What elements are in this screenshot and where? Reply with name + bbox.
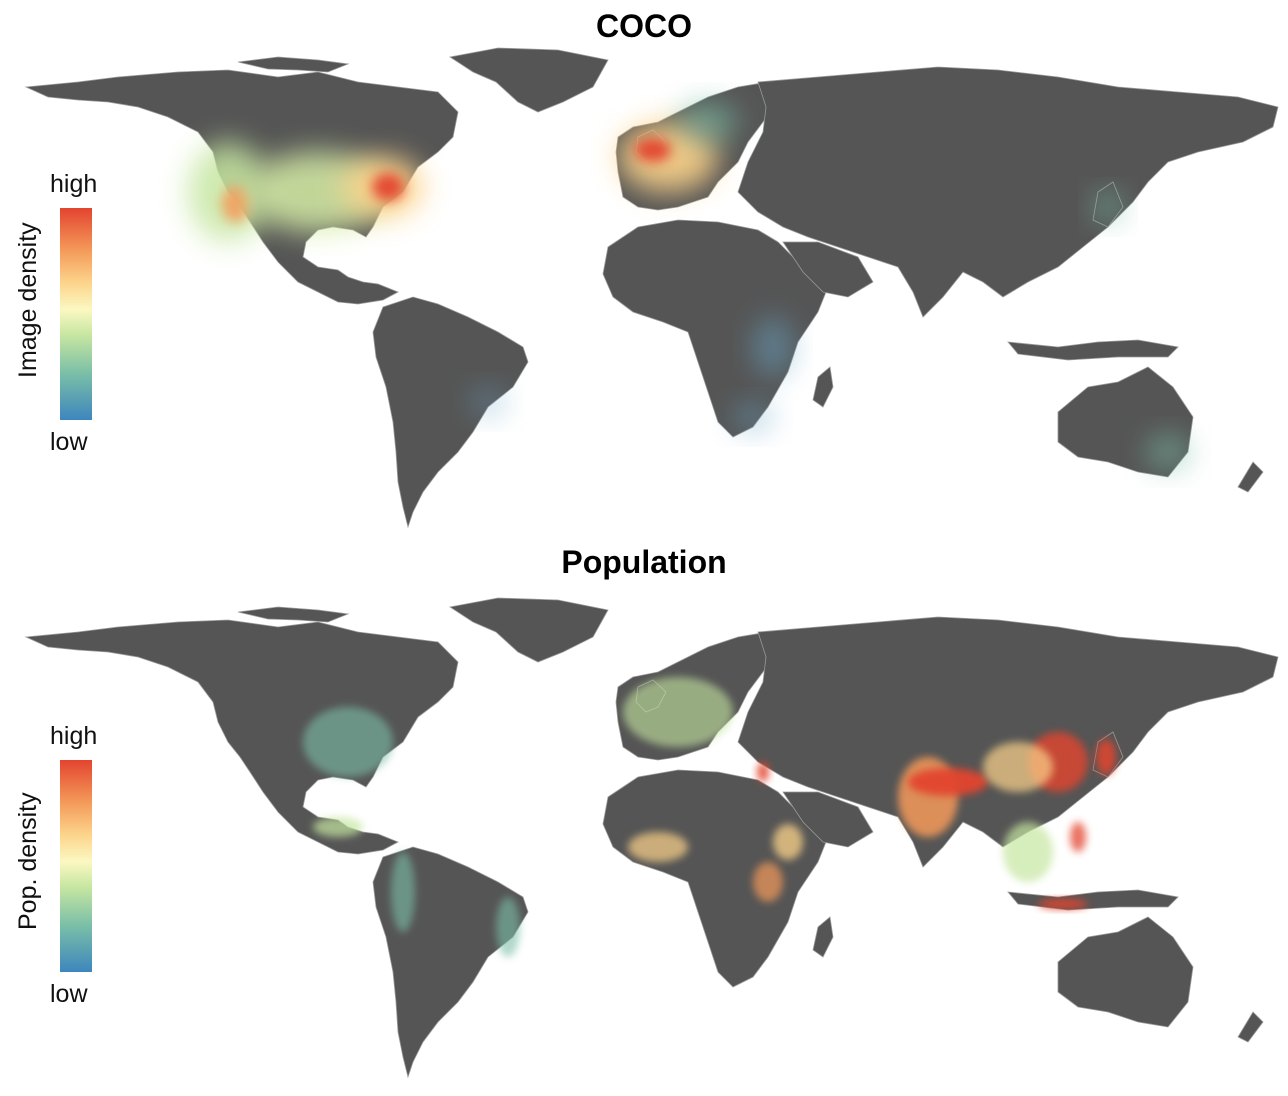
south-america-shape bbox=[372, 296, 529, 529]
hotspot-andes bbox=[391, 852, 415, 932]
hotspot-ethiopia bbox=[773, 824, 803, 860]
hotspot-southeast-asia bbox=[1003, 822, 1053, 882]
panel-title-population: Population bbox=[561, 544, 727, 580]
world-map-population bbox=[24, 597, 1279, 1079]
legend-high-label: high bbox=[50, 722, 98, 750]
hotspot-uk bbox=[635, 138, 671, 162]
hotspot-south-africa bbox=[733, 402, 773, 432]
legend-low-label: low bbox=[50, 428, 88, 456]
hotspot-eastern-us bbox=[303, 707, 393, 777]
world-map-coco bbox=[24, 47, 1279, 529]
madagascar-shape bbox=[812, 916, 834, 958]
canada-islands-shape bbox=[237, 606, 350, 623]
legend-title: Pop. density bbox=[14, 792, 42, 930]
hotspot-europe bbox=[623, 677, 733, 747]
hotspot-western-europe bbox=[618, 122, 718, 192]
hotspot-scandinavia bbox=[678, 102, 738, 142]
hotspot-nigeria bbox=[628, 832, 688, 862]
hotspot-java bbox=[1038, 899, 1088, 909]
population-density-hotspots bbox=[303, 677, 1116, 957]
arabia-shape bbox=[782, 241, 874, 298]
hotspot-east-africa bbox=[753, 317, 793, 377]
hotspot-japan bbox=[1093, 192, 1123, 222]
legend-pop-density: high Pop. density low bbox=[14, 718, 130, 1008]
indonesia-shape bbox=[1007, 889, 1179, 911]
africa-shape bbox=[602, 219, 829, 438]
hotspot-brazil-coast bbox=[496, 897, 520, 957]
hotspot-philippines bbox=[1070, 822, 1086, 852]
hotspot-japan bbox=[1096, 739, 1116, 775]
legend-low-label: low bbox=[50, 980, 88, 1008]
hotspot-china-interior bbox=[983, 742, 1053, 792]
greenland-shape bbox=[448, 597, 609, 663]
legend-title: Image density bbox=[14, 222, 42, 378]
madagascar-shape bbox=[812, 366, 834, 408]
arabia-shape bbox=[782, 791, 874, 848]
legend-color-scale bbox=[60, 208, 92, 420]
greenland-shape bbox=[448, 47, 609, 113]
new-zealand-shape bbox=[1237, 461, 1264, 493]
asia-shape bbox=[737, 616, 1279, 868]
new-zealand-shape bbox=[1237, 1011, 1264, 1043]
asia-shape bbox=[737, 66, 1279, 318]
panel-title-coco: COCO bbox=[596, 8, 692, 44]
hotspot-ganges-plain bbox=[908, 768, 988, 796]
hotspot-california bbox=[222, 186, 250, 222]
legend-high-label: high bbox=[50, 170, 98, 198]
hotspot-central-america bbox=[313, 817, 363, 837]
hotspot-southern-brazil bbox=[470, 387, 506, 417]
canada-islands-shape bbox=[237, 56, 350, 73]
image-density-hotspots bbox=[188, 102, 1190, 470]
legend-image-density: high Image density low bbox=[14, 166, 130, 456]
africa-shape bbox=[602, 769, 829, 988]
hotspot-southeast-australia bbox=[1146, 434, 1190, 470]
legend-color-scale bbox=[60, 760, 92, 972]
indonesia-shape bbox=[1007, 339, 1179, 361]
hotspot-east-africa bbox=[753, 862, 783, 902]
hotspot-nile-delta bbox=[757, 762, 769, 782]
hotspot-northeast-us bbox=[372, 173, 404, 201]
australia-shape bbox=[1057, 916, 1194, 1028]
